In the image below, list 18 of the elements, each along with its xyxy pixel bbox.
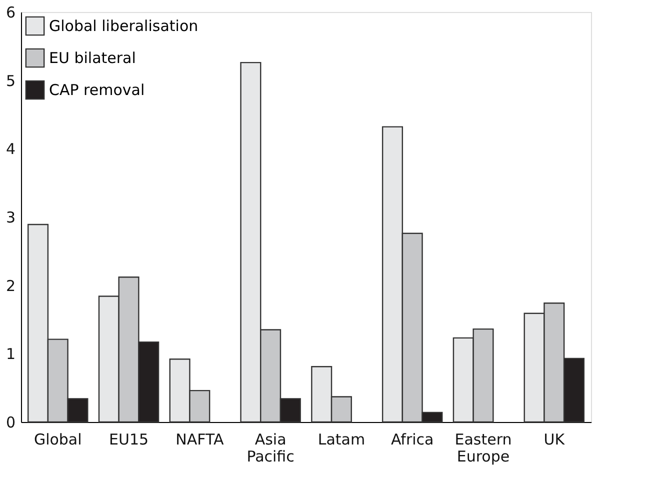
- x-tick-label: Global: [34, 430, 82, 448]
- y-tick-label: 4: [6, 140, 16, 158]
- x-tick-label: Latam: [318, 430, 366, 448]
- y-tick-label: 1: [6, 345, 16, 364]
- y-tick-label: 5: [6, 72, 16, 90]
- y-tick-label: 2: [6, 276, 16, 295]
- x-tick-label: NAFTA: [176, 430, 224, 448]
- x-tick-label: Asia Pacific: [246, 430, 294, 466]
- x-tick-label: Eastern Europe: [454, 430, 512, 466]
- y-tick-label: 3: [6, 208, 16, 226]
- x-tick-label: Africa: [390, 430, 434, 448]
- x-tick-label: EU15: [108, 430, 149, 448]
- legend-label: EU bilateral: [49, 49, 136, 67]
- x-tick-label: UK: [544, 430, 566, 448]
- y-tick-label: 6: [6, 4, 16, 22]
- legend-label: CAP removal: [49, 81, 145, 99]
- legend-label: Global liberalisation: [49, 17, 198, 35]
- y-tick-label: 0: [6, 414, 16, 432]
